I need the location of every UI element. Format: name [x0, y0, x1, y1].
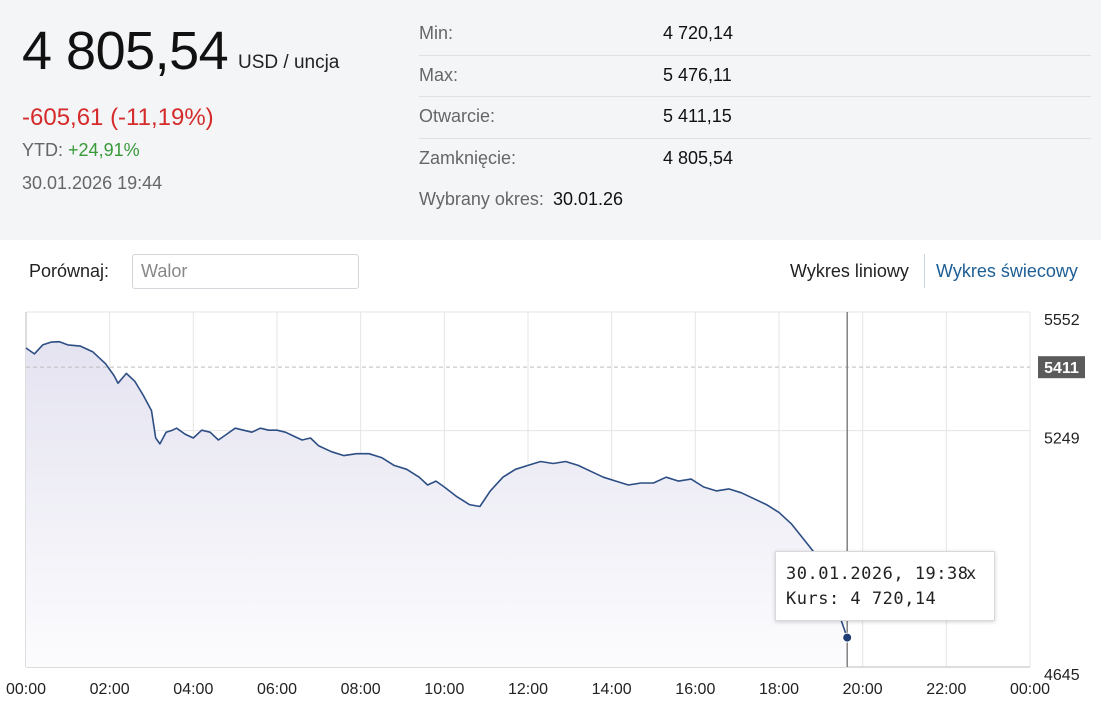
series-area — [26, 341, 848, 667]
ytd-value: +24,91% — [68, 140, 140, 160]
tab-candlestick-chart[interactable]: Wykres świecowy — [936, 261, 1078, 281]
price-unit: USD / uncja — [238, 52, 340, 73]
y-tick-label: 5552 — [1044, 312, 1080, 329]
stat-label: Otwarcie: — [419, 106, 496, 126]
stats-table: Min: 4 720,14 Max: 5 476,11 Otwarcie: 5 … — [419, 14, 1091, 180]
x-tick-label: 14:00 — [592, 681, 632, 698]
y-tick-label: 4645 — [1044, 667, 1080, 684]
quote-panel: 4 805,54 USD / uncja -605,61 (-11,19%) Y… — [0, 0, 1101, 240]
x-tick-label: 02:00 — [90, 681, 130, 698]
price-change: -605,61 (-11,19%) — [22, 104, 214, 131]
stat-label: Min: — [419, 23, 454, 43]
open-reference-label: 5411 — [1044, 360, 1079, 377]
stat-value: 5 411,15 — [663, 106, 732, 126]
tab-divider — [924, 254, 925, 288]
stat-label: Zamknięcie: — [419, 147, 517, 168]
x-tick-label: 00:00 — [1010, 681, 1050, 698]
x-tick-label: 22:00 — [926, 681, 966, 698]
current-price: 4 805,54 — [22, 21, 229, 81]
tab-line-chart[interactable]: Wykres liniowy — [790, 261, 909, 281]
x-tick-label: 18:00 — [759, 681, 799, 698]
period-value: 30.01.26 — [553, 189, 624, 209]
x-tick-label: 08:00 — [341, 681, 381, 698]
stat-row-open: Otwarcie: 5 411,15 — [419, 97, 1091, 139]
chart-tooltip: 30.01.2026, 19:38 x Kurs: 4 720,14 — [775, 551, 995, 621]
compare-label: Porównaj: — [29, 261, 110, 281]
period-label: Wybrany okres: — [419, 189, 544, 209]
price-chart[interactable]: 00:00 02:00 04:00 06:00 08:00 10:00 12:00 14:00… — [0, 300, 1101, 709]
stat-value: 5 476,11 — [663, 64, 732, 85]
tooltip-rate: Kurs: 4 720,14 — [786, 589, 937, 609]
tooltip-date: 30.01.2026, 19:38 — [786, 564, 969, 584]
x-tick-label: 12:00 — [508, 681, 548, 698]
quote-timestamp: 30.01.2026 19:44 — [22, 173, 163, 193]
x-tick-label: 04:00 — [173, 681, 213, 698]
series-line — [25, 340, 848, 638]
hover-marker — [842, 632, 853, 643]
stat-row-close: Zamknięcie: 4 805,54 — [419, 139, 1091, 181]
tooltip-close-button[interactable]: x — [966, 564, 977, 584]
y-tick-label: 5249 — [1044, 431, 1080, 448]
compare-input[interactable] — [132, 254, 359, 289]
ytd-label: YTD: — [22, 140, 64, 160]
stat-value: 4 805,54 — [663, 147, 734, 168]
stat-value: 4 720,14 — [663, 23, 734, 43]
stat-label: Max: — [419, 64, 459, 85]
x-tick-label: 20:00 — [843, 681, 883, 698]
ytd-change: YTD: +24,91% — [22, 140, 140, 161]
x-tick-label: 16:00 — [675, 681, 715, 698]
stat-row-max: Max: 5 476,11 — [419, 56, 1091, 97]
open-reference-badge — [1038, 356, 1085, 379]
stat-row-min: Min: 4 720,14 — [419, 14, 1091, 56]
x-tick-label: 00:00 — [6, 681, 46, 698]
x-tick-label: 10:00 — [424, 681, 464, 698]
x-tick-label: 06:00 — [257, 681, 297, 698]
